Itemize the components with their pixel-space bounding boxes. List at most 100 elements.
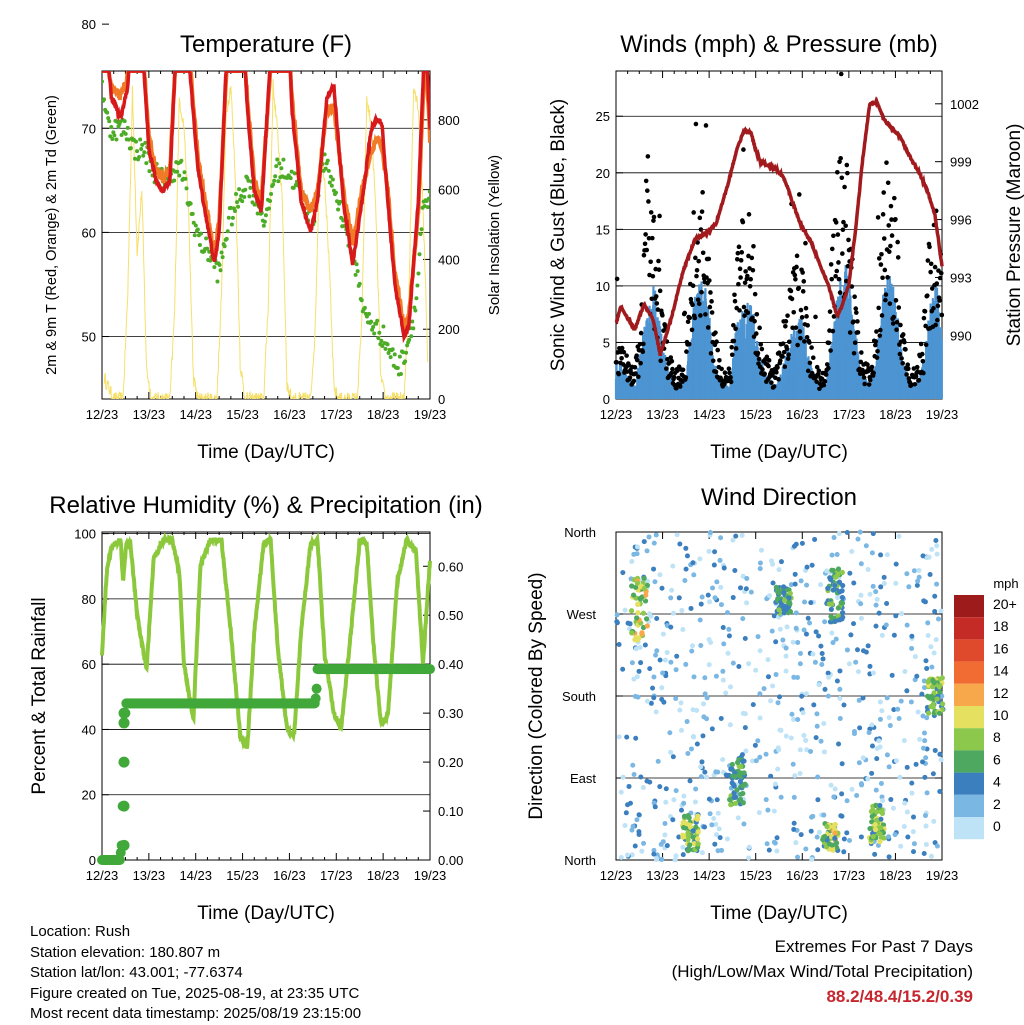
gust-point [894, 327, 899, 333]
gust-point [879, 313, 885, 318]
direction-point [687, 842, 693, 848]
gust-point [731, 338, 737, 344]
dewpoint-point [380, 344, 385, 349]
direction-point [669, 587, 675, 593]
colorbar-swatch [954, 617, 984, 640]
direction-point [810, 813, 816, 819]
dewpoint-point [325, 158, 330, 163]
direction-point [698, 601, 704, 607]
direction-point [837, 686, 843, 692]
gust-point [762, 371, 767, 377]
direction-point [808, 600, 814, 606]
gust-point [794, 253, 800, 259]
gust-point [645, 154, 651, 159]
x-axis-label: Time (Day/UTC) [197, 442, 335, 463]
direction-point [683, 661, 689, 667]
direction-point [654, 648, 660, 654]
gust-point [631, 378, 637, 384]
direction-point [821, 812, 827, 818]
direction-point [774, 848, 780, 854]
gust-point [707, 278, 712, 283]
direction-point [930, 701, 936, 707]
dewpoint-point [407, 337, 412, 342]
direction-point [770, 683, 776, 689]
gust-point [894, 319, 900, 325]
direction-point [832, 835, 838, 841]
gust-point [905, 366, 911, 371]
gust-point [634, 357, 640, 363]
y-tick-label: East [570, 771, 596, 786]
y-tick-label: 10 [596, 279, 610, 294]
gust-point [800, 289, 806, 294]
gust-point [867, 377, 873, 383]
y2-tick-label: 0.30 [438, 706, 463, 721]
direction-point [731, 794, 737, 800]
gust-point [838, 71, 844, 77]
direction-point [653, 709, 659, 715]
gust-point [740, 219, 746, 225]
direction-point [893, 580, 899, 586]
y-tick-label: 80 [82, 17, 96, 32]
direction-point [702, 824, 708, 830]
direction-point [928, 693, 934, 699]
direction-point [870, 531, 876, 537]
direction-point [821, 720, 827, 726]
direction-point [837, 668, 843, 674]
direction-point [820, 836, 826, 843]
direction-point [909, 780, 915, 786]
dewpoint-point [289, 169, 294, 174]
gust-point [925, 258, 931, 263]
dewpoint-point [235, 200, 240, 205]
direction-point [920, 759, 926, 765]
colorbar-swatch [954, 794, 984, 817]
x-tick-label: 14/23 [693, 868, 726, 883]
colorbar-label: 2 [993, 796, 1001, 812]
direction-point [757, 648, 763, 654]
dewpoint-point [359, 298, 364, 303]
direction-point [890, 805, 896, 811]
x-tick-label: 19/23 [926, 407, 959, 422]
direction-point [627, 800, 633, 806]
direction-point [710, 585, 716, 591]
dewpoint-point [190, 211, 195, 216]
direction-point [808, 828, 814, 834]
direction-point [657, 657, 663, 663]
direction-point [851, 580, 857, 586]
dewpoint-point [327, 180, 332, 185]
direction-point [925, 632, 931, 638]
direction-point [691, 841, 697, 847]
dewpoint-point [268, 198, 273, 203]
gust-point [837, 159, 842, 165]
direction-point [720, 757, 726, 763]
dewpoint-point [239, 193, 244, 198]
direction-point [712, 841, 718, 847]
gust-point [643, 232, 648, 237]
gust-point [785, 356, 791, 361]
direction-point [629, 852, 635, 858]
y-tick-label: 80 [82, 592, 96, 607]
direction-point [746, 844, 752, 850]
direction-point [846, 838, 852, 844]
gust-point [932, 264, 938, 270]
direction-point [803, 846, 809, 852]
direction-point [674, 532, 680, 538]
y-tick-label: 0 [89, 853, 96, 868]
direction-point [897, 774, 903, 780]
gust-point [697, 215, 703, 221]
gust-point [797, 329, 803, 334]
direction-point [891, 707, 897, 713]
direction-point [873, 623, 879, 629]
direction-point [858, 592, 864, 598]
direction-point [930, 677, 936, 684]
direction-point [848, 632, 854, 638]
direction-point [792, 581, 798, 587]
gust-point [793, 277, 798, 282]
dewpoint-point [392, 352, 397, 357]
direction-point [768, 773, 774, 779]
x-tick-label: 16/23 [273, 407, 306, 422]
direction-point [822, 619, 828, 625]
gust-point [638, 360, 643, 366]
gust-point [893, 298, 899, 303]
gust-point [733, 346, 739, 351]
direction-point [877, 716, 883, 722]
